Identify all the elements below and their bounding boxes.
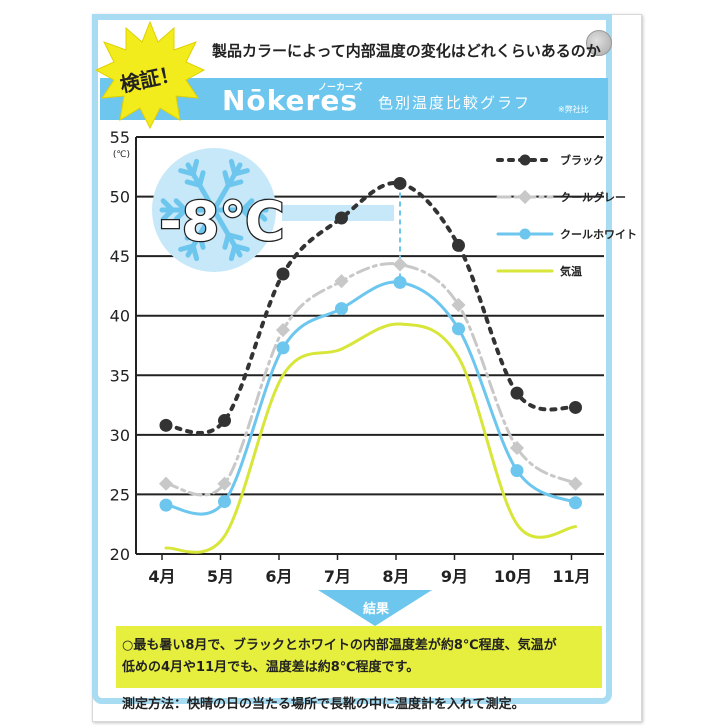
series-line-0 xyxy=(164,180,578,435)
y-tick-label: 25 xyxy=(110,485,130,504)
band-title: 色別温度比較グラフ xyxy=(378,94,532,112)
snowflake-branch xyxy=(184,179,203,188)
snowflake-branch xyxy=(222,170,231,188)
result-line-1: ○最も暑い8月で、ブラックとホワイトの内部温度差が約8℃程度、気温が xyxy=(122,638,557,653)
series-point xyxy=(159,498,173,512)
x-tick-label: 6月 xyxy=(265,567,292,586)
series-point xyxy=(510,464,524,478)
card-frame xyxy=(92,14,612,704)
y-unit-label: (℃) xyxy=(113,150,130,160)
series-point xyxy=(569,400,582,414)
series-point xyxy=(335,211,348,225)
snowflake-branch xyxy=(225,232,244,241)
x-tick-label: 8月 xyxy=(382,567,409,586)
series-point xyxy=(276,267,290,281)
x-tick-label: 5月 xyxy=(207,567,234,586)
y-tick-label: 35 xyxy=(110,366,130,385)
series-point xyxy=(217,476,232,491)
legend-marker xyxy=(519,154,531,166)
legend-label: クールグレー xyxy=(560,190,626,204)
band-note: ※弊社比 xyxy=(558,105,589,114)
legend-marker xyxy=(519,228,531,240)
series-point xyxy=(568,476,583,491)
burst-star-shape xyxy=(94,20,206,130)
y-tick-label: 30 xyxy=(110,426,130,445)
result-text: ○最も暑い8月で、ブラックとホワイトの内部温度差が約8℃程度、気温が 低めの4月… xyxy=(122,635,602,679)
snowflake-branch xyxy=(190,243,200,262)
series-point xyxy=(275,322,291,338)
measurement-method: 測定方法：快晴の日の当たる場所で長靴の中に温度計を入れて測定。 xyxy=(122,697,525,712)
legend-label: クールホワイト xyxy=(560,228,637,241)
series-point xyxy=(218,495,231,509)
result-line-2: 低めの4月や11月でも、温度差は約8℃程度です。 xyxy=(122,660,420,675)
legend-label: 気温 xyxy=(560,264,582,278)
brand-logo: Nōkeres xyxy=(222,84,358,117)
axes: 20 25 30 35 40 45 50 55 (℃) 4月 5月 6月 7月 8月 9月 10月 11月 xyxy=(110,128,604,586)
series-point xyxy=(452,322,465,336)
series-point xyxy=(218,414,231,428)
x-tick-label: 4月 xyxy=(148,567,175,586)
result-box xyxy=(116,626,602,688)
series-point xyxy=(392,257,408,272)
series-line-1 xyxy=(164,262,577,497)
y-tick-label: 40 xyxy=(110,307,130,326)
series-point xyxy=(334,274,349,289)
series-point xyxy=(393,275,407,289)
snowflake-branch xyxy=(228,158,238,177)
series-point xyxy=(159,418,173,432)
snowflake-branch xyxy=(160,207,175,222)
series-point xyxy=(510,386,524,400)
y-tick-label: 55 xyxy=(110,128,130,147)
x-tick-label: 7月 xyxy=(324,567,351,586)
series-point xyxy=(393,176,407,190)
verify-badge: 検証！ xyxy=(94,20,206,130)
x-tick-label: 10月 xyxy=(494,567,532,586)
series-line-2 xyxy=(164,280,577,516)
series-point xyxy=(158,476,174,491)
brand-kana: ノーカーズ xyxy=(318,83,363,93)
hang-hole xyxy=(586,30,612,56)
snowflake-branch xyxy=(197,232,206,250)
series-lines xyxy=(158,176,583,554)
legend-marker xyxy=(517,189,533,205)
snowflake-branch xyxy=(240,198,255,213)
legend-label: ブラック xyxy=(560,153,604,167)
snowflake-branch xyxy=(232,243,250,252)
x-tick-label: 11月 xyxy=(552,567,590,586)
snowflake-icon xyxy=(159,158,269,262)
callout-value: -8℃ xyxy=(159,190,284,253)
snowflake-branch xyxy=(173,207,188,222)
x-tick-label: 9月 xyxy=(441,567,468,586)
series-line-3 xyxy=(164,322,577,554)
y-tick-label: 20 xyxy=(110,545,130,564)
series-point xyxy=(276,341,290,355)
series-point xyxy=(569,496,582,510)
result-label: 結果 xyxy=(362,602,389,617)
cold-callout: -8℃ xyxy=(152,148,394,272)
y-tick-label: 45 xyxy=(110,247,130,266)
snowflake-branch xyxy=(253,198,268,213)
snowflake-branch xyxy=(178,168,196,177)
series-point xyxy=(335,302,348,316)
y-tick-label: 50 xyxy=(110,188,130,207)
result-arrow xyxy=(318,590,432,626)
card-subtitle: 製品カラーによって内部温度の変化はどれくらいあるのか xyxy=(212,42,601,60)
series-point xyxy=(452,238,465,252)
series-point xyxy=(451,297,466,313)
series-point xyxy=(509,440,525,456)
